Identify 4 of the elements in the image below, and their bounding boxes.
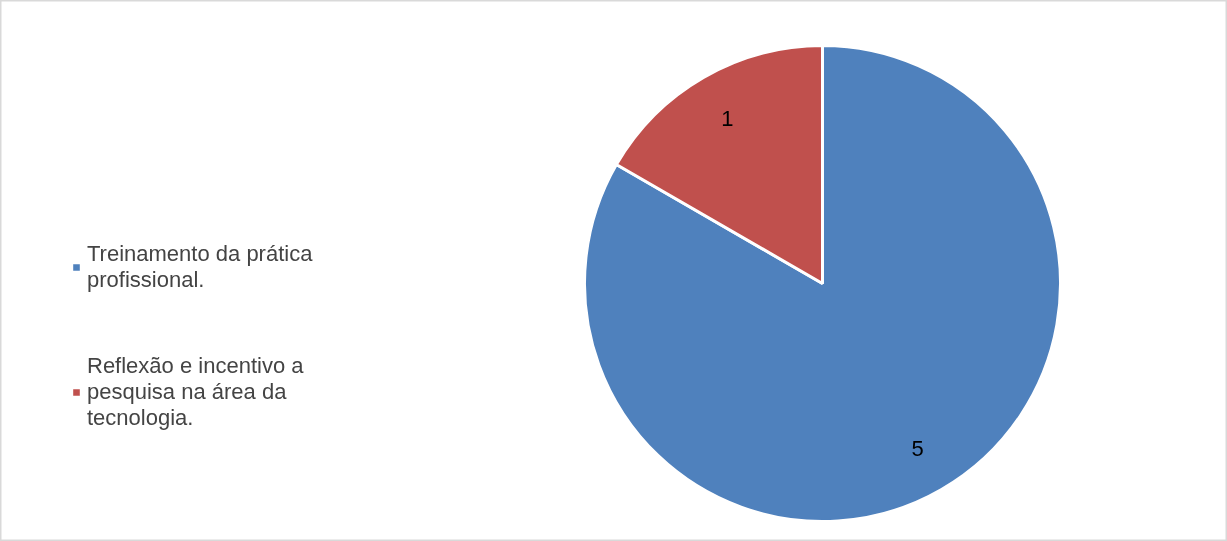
data-label: 1: [721, 106, 734, 132]
legend-label: Treinamento da prática profissional.: [87, 241, 313, 293]
data-label: 5: [911, 435, 924, 461]
legend-label: Reflexão e incentivo a pesquisa na área da tecnologia.: [87, 353, 304, 431]
